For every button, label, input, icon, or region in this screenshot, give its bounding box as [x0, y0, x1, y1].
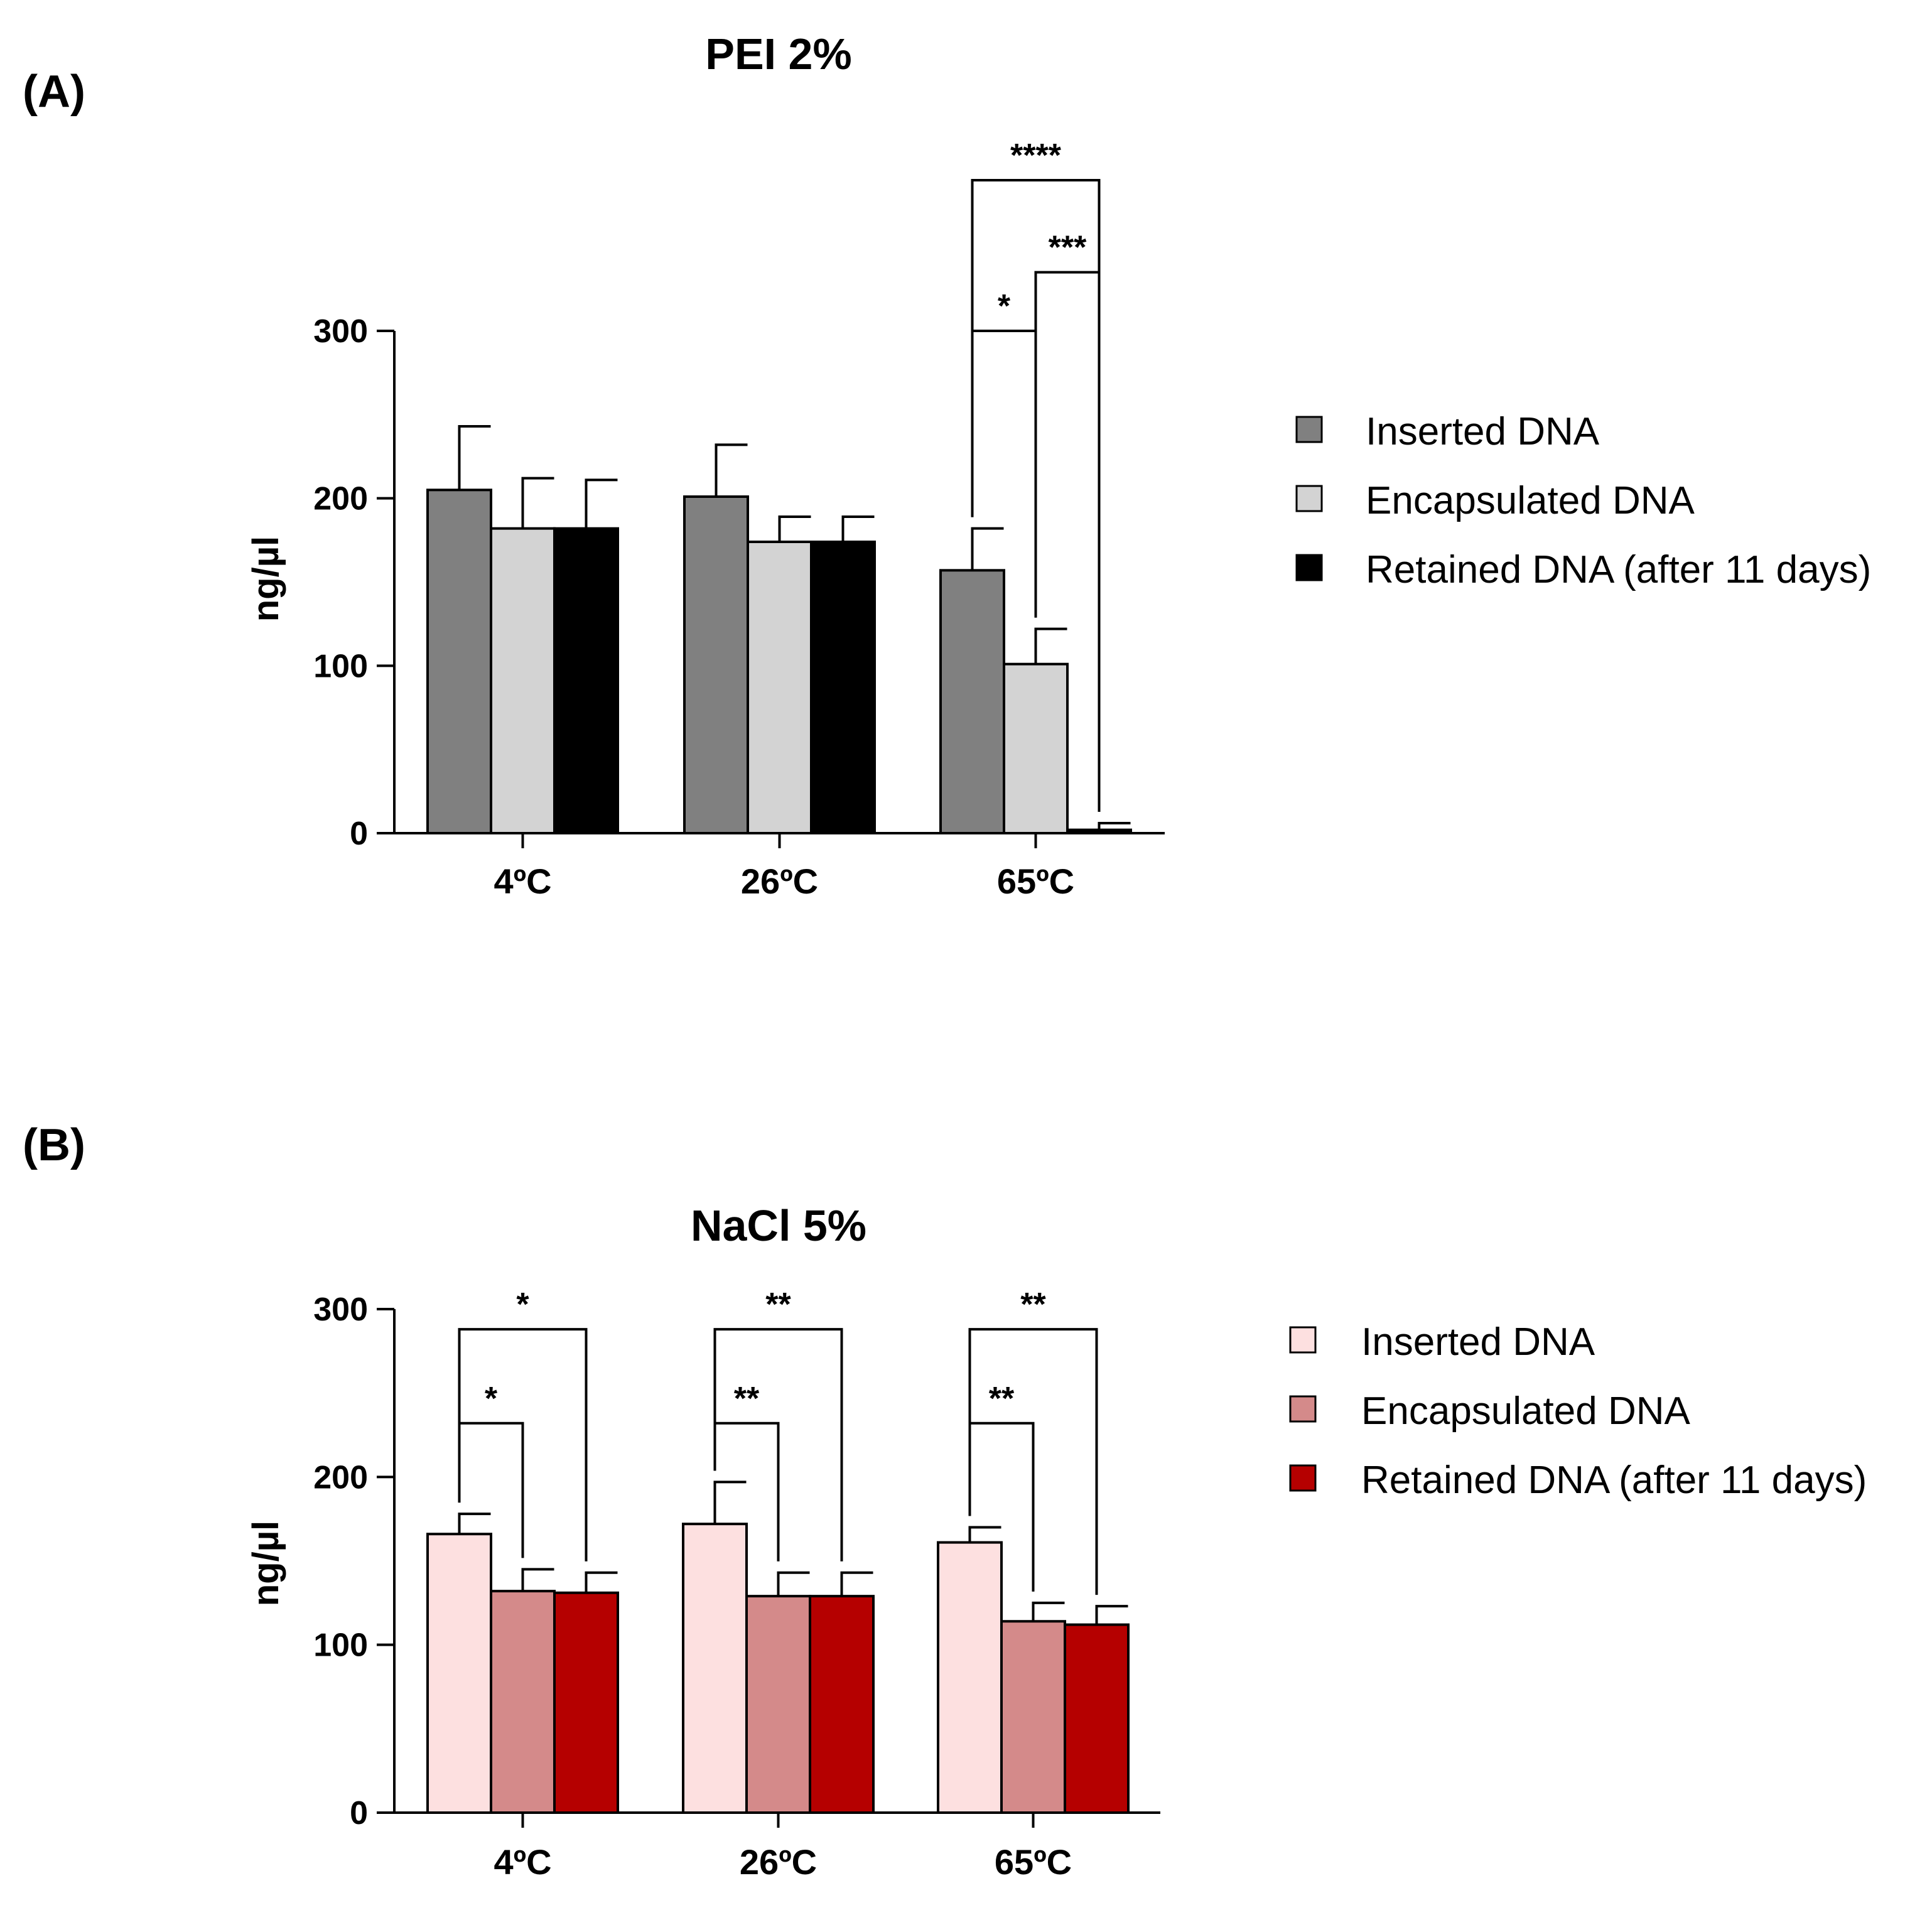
significance-label-b: ** [1020, 1287, 1046, 1323]
legend-swatch-a-inserted [1295, 416, 1323, 443]
category-label-b: 26ºC [740, 1842, 817, 1882]
significance-bracket-b [968, 1328, 1098, 1595]
significance-bracket-b [458, 1328, 588, 1562]
bar-b-0-0 [426, 1533, 492, 1814]
y-tick-label-b: 200 [313, 1459, 368, 1496]
y-tick-label-b: 100 [313, 1627, 368, 1664]
panel-label-a: (A) [23, 67, 85, 117]
legend-swatch-a-retained [1295, 554, 1323, 581]
category-label-a: 26ºC [741, 861, 818, 901]
y-tick-label-b: 300 [313, 1292, 368, 1328]
legend-label-a-retained: Retained DNA (after 11 days) [1366, 548, 1871, 591]
bar-b-1-1 [745, 1595, 811, 1814]
bar-a-2-2 [1066, 828, 1132, 834]
significance-label-b: * [485, 1381, 498, 1417]
legend-label-a-encapsulated: Encapsulated DNA [1366, 479, 1695, 522]
category-label-a: 4ºC [494, 861, 551, 901]
bar-b-2-0 [937, 1541, 1003, 1814]
significance-bracket-a [971, 179, 1101, 812]
legend-label-b-inserted: Inserted DNA [1361, 1320, 1595, 1364]
bar-a-0-1 [490, 527, 556, 835]
legend-swatch-b-retained [1289, 1464, 1317, 1492]
legend-swatch-b-encapsulated [1289, 1395, 1317, 1423]
bar-a-0-2 [553, 527, 619, 835]
bar-b-0-1 [490, 1590, 556, 1815]
y-tick-label-a: 200 [313, 481, 368, 517]
bar-a-1-1 [747, 541, 812, 834]
bar-b-1-0 [682, 1523, 748, 1815]
significance-label-a: **** [1010, 138, 1062, 174]
bar-b-2-1 [1000, 1620, 1066, 1814]
chart-title-b: NaCl 5% [691, 1201, 866, 1250]
bar-a-0-0 [426, 488, 492, 834]
legend-label-a-inserted: Inserted DNA [1366, 410, 1600, 453]
category-label-b: 65ºC [995, 1842, 1072, 1882]
legend-a: Inserted DNA Encapsulated DNA Retained D… [1295, 410, 1871, 591]
legend-swatch-a-encapsulated [1295, 485, 1323, 512]
bar-a-1-0 [683, 495, 749, 834]
significance-label-b: ** [989, 1381, 1015, 1417]
y-tick-label-a: 0 [350, 816, 368, 852]
significance-label-b: * [516, 1287, 529, 1323]
panel-label-b: (B) [23, 1120, 85, 1170]
significance-label-b: ** [734, 1381, 760, 1417]
bar-a-2-0 [939, 569, 1005, 834]
y-axis-title-b: ng/µl [246, 1521, 286, 1607]
y-tick-label-a: 100 [313, 648, 368, 684]
bar-b-1-2 [809, 1595, 875, 1814]
y-axis-title-a: ng/µl [246, 536, 286, 622]
significance-label-a: *** [1049, 230, 1087, 266]
chart-title-a: PEI 2% [705, 30, 851, 78]
legend-b: Inserted DNA Encapsulated DNA Retained D… [1289, 1320, 1867, 1502]
significance-label-a: * [998, 288, 1011, 325]
bar-a-2-1 [1003, 662, 1069, 834]
bar-b-0-2 [553, 1591, 619, 1814]
bar-a-1-2 [810, 541, 876, 834]
y-tick-label-a: 300 [313, 313, 368, 350]
category-label-a: 65ºC [997, 861, 1074, 901]
category-label-b: 4ºC [494, 1842, 551, 1882]
y-tick-label-b: 0 [350, 1795, 368, 1831]
legend-swatch-b-inserted [1289, 1326, 1317, 1354]
bar-b-2-2 [1064, 1623, 1130, 1814]
significance-label-b: ** [765, 1287, 791, 1323]
legend-label-b-retained: Retained DNA (after 11 days) [1361, 1459, 1867, 1502]
significance-bracket-b [713, 1328, 843, 1562]
legend-label-b-encapsulated: Encapsulated DNA [1361, 1389, 1690, 1433]
